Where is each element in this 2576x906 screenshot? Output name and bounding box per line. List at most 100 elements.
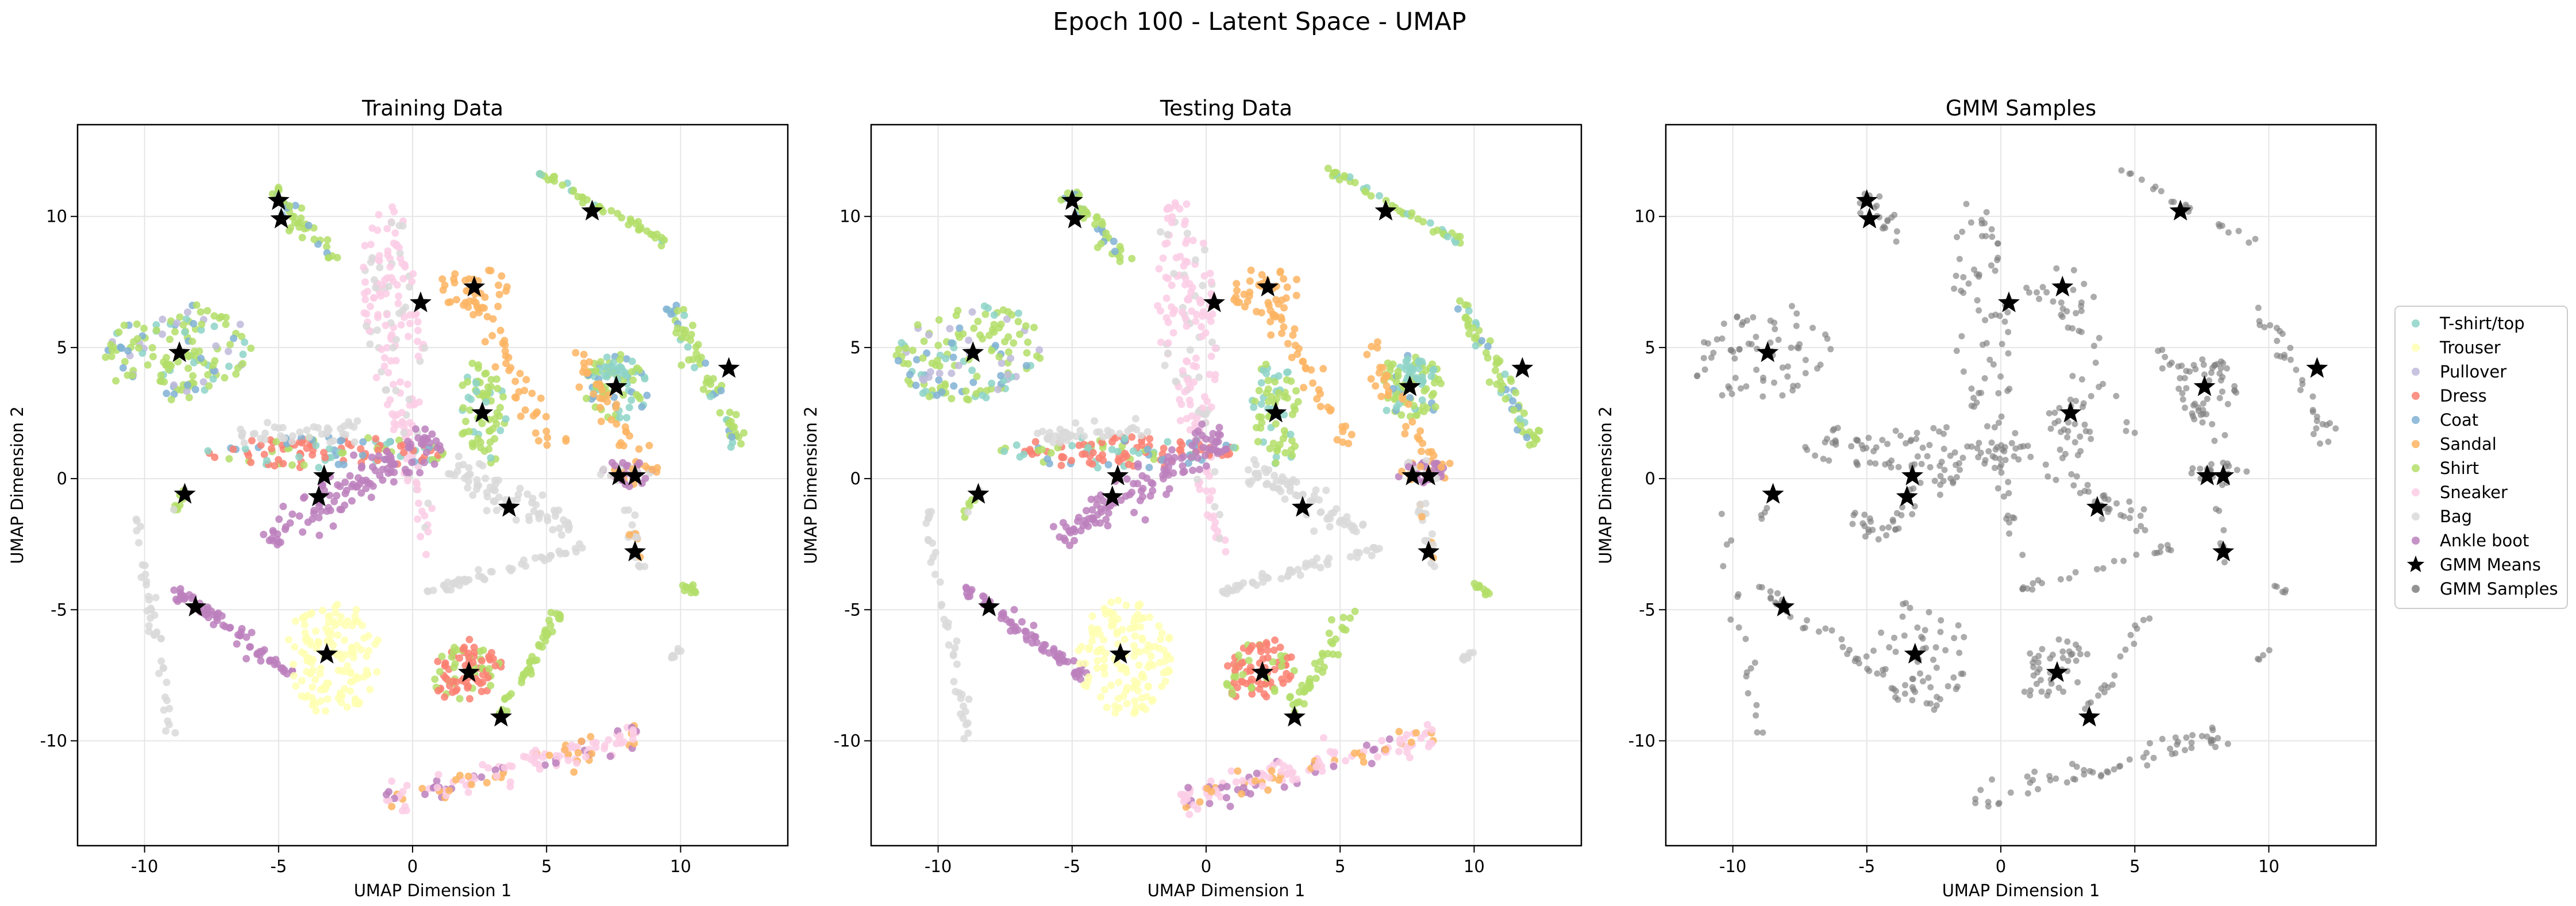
data-point [370,294,378,302]
data-point [491,487,499,495]
gmm-sample-point [2126,756,2133,763]
data-point [483,507,491,515]
data-point [1275,776,1283,784]
data-point [598,205,606,213]
data-point [1301,688,1309,695]
data-point [1313,395,1321,403]
gmm-mean-marker [608,464,630,485]
gmm-sample-point [1981,375,1988,381]
gmm-sample-point [2046,688,2053,695]
data-point [579,199,587,207]
data-point [909,346,917,354]
data-point [478,773,486,781]
gmm-mean-marker [1374,199,1397,221]
gmm-sample-point [1708,354,1715,361]
data-point [1375,545,1383,553]
gmm-sample-point [1911,461,1918,468]
data-point [408,458,416,467]
data-point [1143,428,1152,436]
data-point [1216,511,1224,519]
data-point [325,618,333,626]
gmm-sample-point [2066,575,2073,582]
data-point [1124,427,1132,435]
data-point [338,436,346,444]
data-point [124,347,132,355]
data-point [1281,449,1289,457]
gmm-sample-point [2216,395,2223,402]
gmm-sample-point [2287,345,2294,352]
data-point [397,321,405,329]
data-point [1260,771,1268,779]
data-point [112,377,120,385]
data-point [402,807,410,815]
data-point [1392,378,1400,386]
data-point [1264,376,1272,384]
data-point [359,438,367,446]
data-point [1070,657,1078,665]
data-point [1066,541,1074,549]
data-point [486,438,494,446]
gmm-sample-point [1994,485,2001,492]
data-point [383,448,391,456]
data-point [420,458,428,467]
data-point [478,688,486,696]
data-point [1080,681,1088,689]
gmm-sample-point [2224,741,2231,747]
data-point [264,419,271,426]
data-point [443,676,451,683]
gmm-sample-point [2084,481,2091,488]
gmm-mean-marker [174,483,196,504]
gmm-sample-point [1932,644,1939,651]
gmm-sample-point [2026,289,2032,296]
gmm-sample-point [1924,453,1931,460]
data-point [1314,665,1322,673]
data-point [1361,187,1369,195]
data-point [1104,522,1112,530]
gmm-sample-point [2051,420,2058,426]
data-point [1233,280,1241,288]
data-point [1192,354,1200,362]
data-point [1050,645,1058,653]
gmm-sample-point [2159,735,2166,742]
gmm-sample-point [1927,684,1934,691]
data-point [157,657,165,665]
data-point [230,334,237,342]
gmm-sample-point [1730,348,1736,355]
data-point [573,759,580,767]
data-point [1145,464,1153,472]
gmm-sample-point [2234,467,2240,473]
data-point [1239,784,1247,792]
gmm-mean-marker [2059,402,2082,423]
gmm-sample-point [1988,226,1995,233]
data-point [421,425,429,433]
gmm-sample-point [1884,441,1891,448]
data-point [974,318,982,325]
y-tick-label: 5 [1645,338,1655,357]
gmm-sample-point [1984,423,1990,430]
gmm-sample-point [1735,591,1742,597]
data-point [1443,233,1451,241]
gmm-sample-point [1745,340,1752,347]
data-point [375,211,383,219]
data-point [1278,329,1286,337]
data-point [1100,656,1108,664]
data-point [353,483,361,491]
data-point [1493,354,1500,363]
data-point [238,360,247,368]
y-axis-label: UMAP Dimension 2 [1596,406,1615,564]
data-point [1120,635,1129,643]
data-point [1310,527,1318,535]
data-point [1235,663,1243,671]
data-point [988,346,996,354]
data-point [1280,427,1288,435]
gmm-mean-marker [1762,483,1784,504]
data-point [635,562,642,569]
data-point [1076,660,1084,668]
y-tick-label: 0 [57,469,67,488]
gmm-sample-point [1933,702,1940,709]
data-point [1014,318,1022,326]
data-point [1210,512,1218,520]
gmm-sample-point [1888,464,1895,471]
data-point [625,531,633,539]
data-point [310,507,318,515]
